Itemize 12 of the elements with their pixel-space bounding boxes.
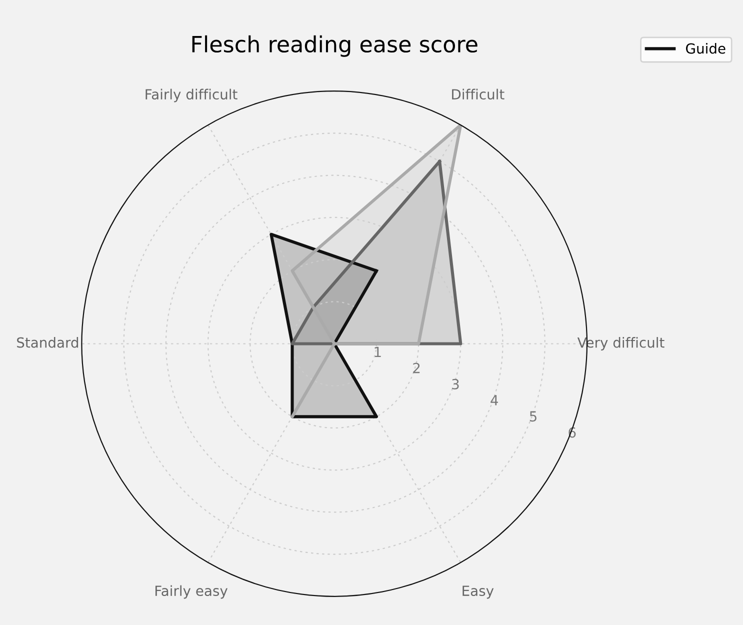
y-tick-label: 4: [490, 395, 498, 406]
chart-title: Flesch reading ease score: [192, 35, 478, 57]
spoke-label: Fairly difficult: [146, 88, 238, 102]
y-tick-label: 3: [452, 378, 459, 390]
y-tick-label: 1: [374, 346, 381, 357]
spoke-label: Fairly easy: [155, 585, 228, 599]
spoke-label: Easy: [462, 586, 494, 599]
spoke-label: Difficult: [452, 88, 504, 100]
y-tick-label: 5: [530, 411, 536, 422]
spoke-label: Standard: [17, 337, 78, 348]
legend-label: Guide: [686, 43, 726, 54]
y-tick-label: 2: [413, 362, 420, 374]
